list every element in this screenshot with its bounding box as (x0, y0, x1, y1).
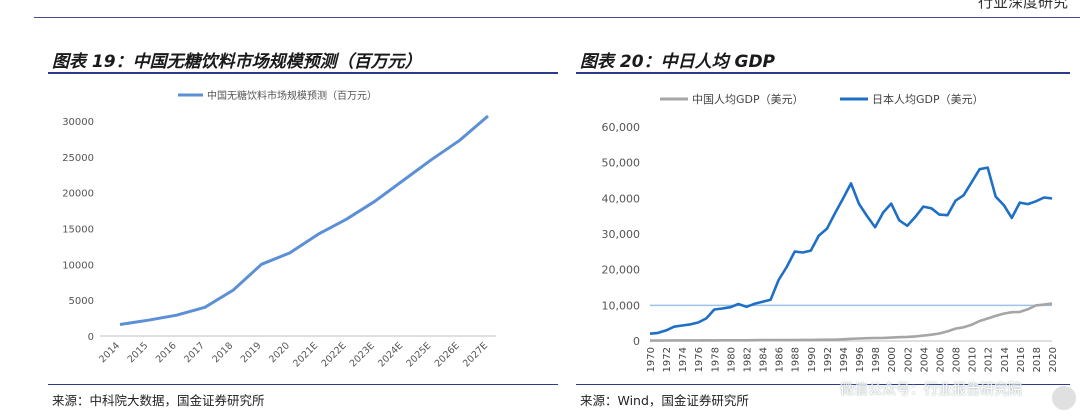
chart19-source: 来源：中科院大数据，国金证券研究所 (52, 393, 265, 408)
chart20-xtick-12: 1994 (839, 347, 850, 372)
chart20-xtick-24: 2018 (1032, 347, 1043, 372)
chart20-xtick-7: 1984 (759, 347, 770, 372)
watermark-logo-icon (1052, 386, 1076, 410)
chart19-xtick-12: 2026E (433, 340, 462, 369)
chart20-xtick-8: 1986 (775, 347, 786, 372)
chart20-xtick-14: 1998 (871, 347, 882, 372)
chart19-xtick-0: 2014 (97, 340, 122, 365)
chart19-xtick-3: 2017 (182, 340, 207, 365)
chart20-ytick-5: 50,000 (602, 157, 641, 170)
chart20-xtick-9: 1988 (791, 347, 802, 372)
chart19-xtick-2: 2016 (154, 340, 179, 365)
chart20-xtick-23: 2016 (1016, 347, 1027, 372)
chart20-xtick-20: 2010 (968, 347, 979, 372)
chart20-xtick-25: 2020 (1048, 347, 1059, 372)
chart20-series-japan (649, 166, 1053, 335)
chart19-xtick-13: 2027E (461, 340, 490, 369)
chart20-xtick-13: 1996 (855, 347, 866, 372)
chart20-xtick-2: 1974 (678, 347, 689, 372)
chart19-ytick-2: 10000 (62, 260, 94, 271)
chart19-ytick-1: 5000 (69, 296, 94, 307)
header-rule (34, 17, 1080, 18)
chart20-xtick-19: 2008 (952, 347, 963, 372)
chart19-xtick-1: 2015 (126, 340, 151, 365)
report-tag: 行业深度研究 (977, 0, 1068, 11)
chart19-plot: 中国无糖饮料市场规模预测（百万元） 0 5000 10000 15000 20000 25… (62, 89, 496, 369)
chart19-legend: 中国无糖饮料市场规模预测（百万元） (178, 89, 377, 102)
chart19-xtick-10: 2024E (376, 340, 405, 369)
chart19-title: 图表 19：中国无糖饮料市场规模预测（百万元） (52, 52, 422, 72)
chart19-xtick-11: 2025E (404, 340, 433, 369)
chart19-xtick-8: 2022E (319, 340, 348, 369)
chart19-xtick-7: 2021E (291, 340, 320, 369)
chart20-xtick-3: 1976 (694, 347, 705, 372)
chart20-plot: 中国人均GDP（美元） 日本人均GDP（美元） 0 10,000 20,000 30,… (602, 92, 1060, 372)
chart20-xtick-10: 1990 (807, 347, 818, 372)
chart19-legend-label: 中国无糖饮料市场规模预测（百万元） (207, 89, 377, 102)
chart20-xtick-4: 1978 (710, 347, 721, 372)
chart20-xtick-17: 2004 (919, 347, 930, 372)
chart19-title-rule (48, 72, 558, 74)
chart20-xtick-22: 2014 (1000, 347, 1011, 372)
chart20-legend-label-japan: 日本人均GDP（美元） (872, 92, 984, 106)
chart20-title: 图表 20：中日人均 GDP (580, 52, 776, 72)
chart20-ytick-1: 10,000 (602, 299, 641, 312)
chart20-legend-label-china: 中国人均GDP（美元） (692, 93, 804, 106)
chart20-ytick-0: 0 (633, 335, 640, 348)
chart20-xtick-1: 1972 (662, 347, 673, 372)
chart19-ytick-0: 0 (88, 332, 94, 343)
watermark: 微信公众号：行业报告研究院 (840, 382, 1022, 398)
chart20-ytick-6: 60,000 (602, 121, 641, 134)
chart20-xtick-15: 2000 (887, 347, 898, 372)
chart20-legend: 中国人均GDP（美元） 日本人均GDP（美元） (660, 92, 984, 106)
chart20-xtick-0: 1970 (646, 347, 657, 372)
chart20-xtick-6: 1982 (742, 347, 753, 372)
chart19-xtick-9: 2023E (348, 340, 377, 369)
chart20-title-rule (576, 72, 1070, 74)
chart20-ytick-4: 40,000 (602, 192, 641, 205)
chart20-xtick-18: 2006 (935, 347, 946, 372)
chart19-series-line (119, 114, 489, 326)
chart20-series-china (650, 302, 1053, 342)
chart20-xtick-21: 2012 (984, 347, 995, 372)
chart20-xtick-5: 1980 (726, 347, 737, 372)
chart20-source: 来源：Wind，国金证券研究所 (580, 393, 749, 408)
chart19-ytick-3: 15000 (62, 225, 94, 236)
chart20-xtick-11: 1992 (823, 347, 834, 372)
chart20-xtick-16: 2002 (903, 347, 914, 372)
chart19-xtick-5: 2019 (239, 340, 264, 365)
chart19-source-rule (48, 384, 558, 385)
chart20-ytick-2: 20,000 (602, 264, 641, 277)
chart19-ytick-4: 20000 (62, 189, 94, 200)
chart20-ytick-3: 30,000 (602, 228, 641, 241)
chart19-xtick-6: 2020 (267, 340, 292, 365)
chart19-ytick-5: 25000 (62, 153, 94, 164)
chart19-xtick-4: 2018 (210, 340, 235, 365)
chart20-source-rule (576, 384, 1070, 385)
chart19-ytick-6: 30000 (62, 117, 94, 128)
